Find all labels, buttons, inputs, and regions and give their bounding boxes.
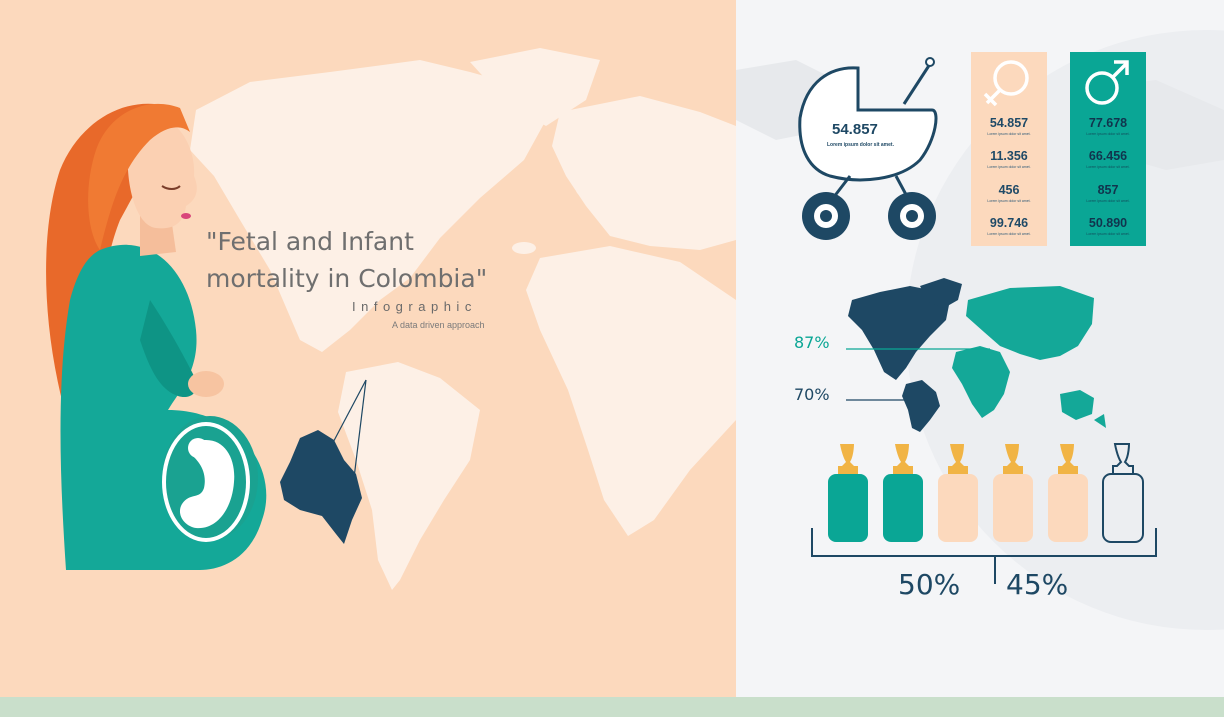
bottles-right-percent: 45% xyxy=(1006,568,1069,601)
male-value-2: 66.456 xyxy=(1088,149,1128,163)
female-stats-card: 54.857 Lorem ipsum dolor sit amet. 11.35… xyxy=(971,52,1047,246)
male-caption-4: Lorem ipsum dolor sit amet. xyxy=(1086,232,1130,236)
bottle-1 xyxy=(828,444,868,542)
stroller-value: 54.857 xyxy=(832,121,878,138)
male-caption-3: Lorem ipsum dolor sit amet. xyxy=(1086,199,1130,203)
infographic-title-line-1: "Fetal and Infant xyxy=(206,227,414,256)
male-symbol-icon xyxy=(1085,60,1129,105)
colombia-map xyxy=(280,379,367,544)
male-stats-card: 77.678 Lorem ipsum dolor sit amet. 66.45… xyxy=(1070,52,1146,246)
stroller-caption: Lorem ipsum dolor sit amet. xyxy=(827,142,894,148)
pregnant-woman-illustration xyxy=(46,103,267,570)
bottle-5 xyxy=(1048,444,1088,542)
bottle-4 xyxy=(993,444,1033,542)
female-caption-4: Lorem ipsum dolor sit amet. xyxy=(987,232,1031,236)
female-value-3: 456 xyxy=(998,183,1020,197)
bottle-3 xyxy=(938,444,978,542)
male-value-4: 50.890 xyxy=(1088,216,1128,230)
background-world-map xyxy=(190,48,736,590)
female-caption-1: Lorem ipsum dolor sit amet. xyxy=(987,132,1031,136)
female-value-1: 54.857 xyxy=(989,116,1029,130)
infographic-title-line-2: mortality in Colombia" xyxy=(206,264,488,293)
bottom-strip xyxy=(0,697,1224,717)
male-value-1: 77.678 xyxy=(1088,116,1128,130)
infographic-subtitle: Infographic xyxy=(352,299,477,314)
female-value-4: 99.746 xyxy=(989,216,1029,230)
bottles-left-percent: 50% xyxy=(898,568,961,601)
male-caption-2: Lorem ipsum dolor sit amet. xyxy=(1086,165,1130,169)
female-caption-2: Lorem ipsum dolor sit amet. xyxy=(987,165,1031,169)
female-symbol-icon xyxy=(983,60,1029,107)
bottle-2 xyxy=(883,444,923,542)
callout-70-percent: 70% xyxy=(794,385,830,404)
male-caption-1: Lorem ipsum dolor sit amet. xyxy=(1086,132,1130,136)
male-value-3: 857 xyxy=(1097,183,1119,197)
left-panel: "Fetal and Infant mortality in Colombia"… xyxy=(0,0,736,697)
female-caption-3: Lorem ipsum dolor sit amet. xyxy=(987,199,1031,203)
bottle-6-outline xyxy=(1102,443,1144,543)
callout-87-percent: 87% xyxy=(794,333,830,352)
female-value-2: 11.356 xyxy=(990,149,1028,163)
infographic-tagline: A data driven approach xyxy=(392,320,485,330)
